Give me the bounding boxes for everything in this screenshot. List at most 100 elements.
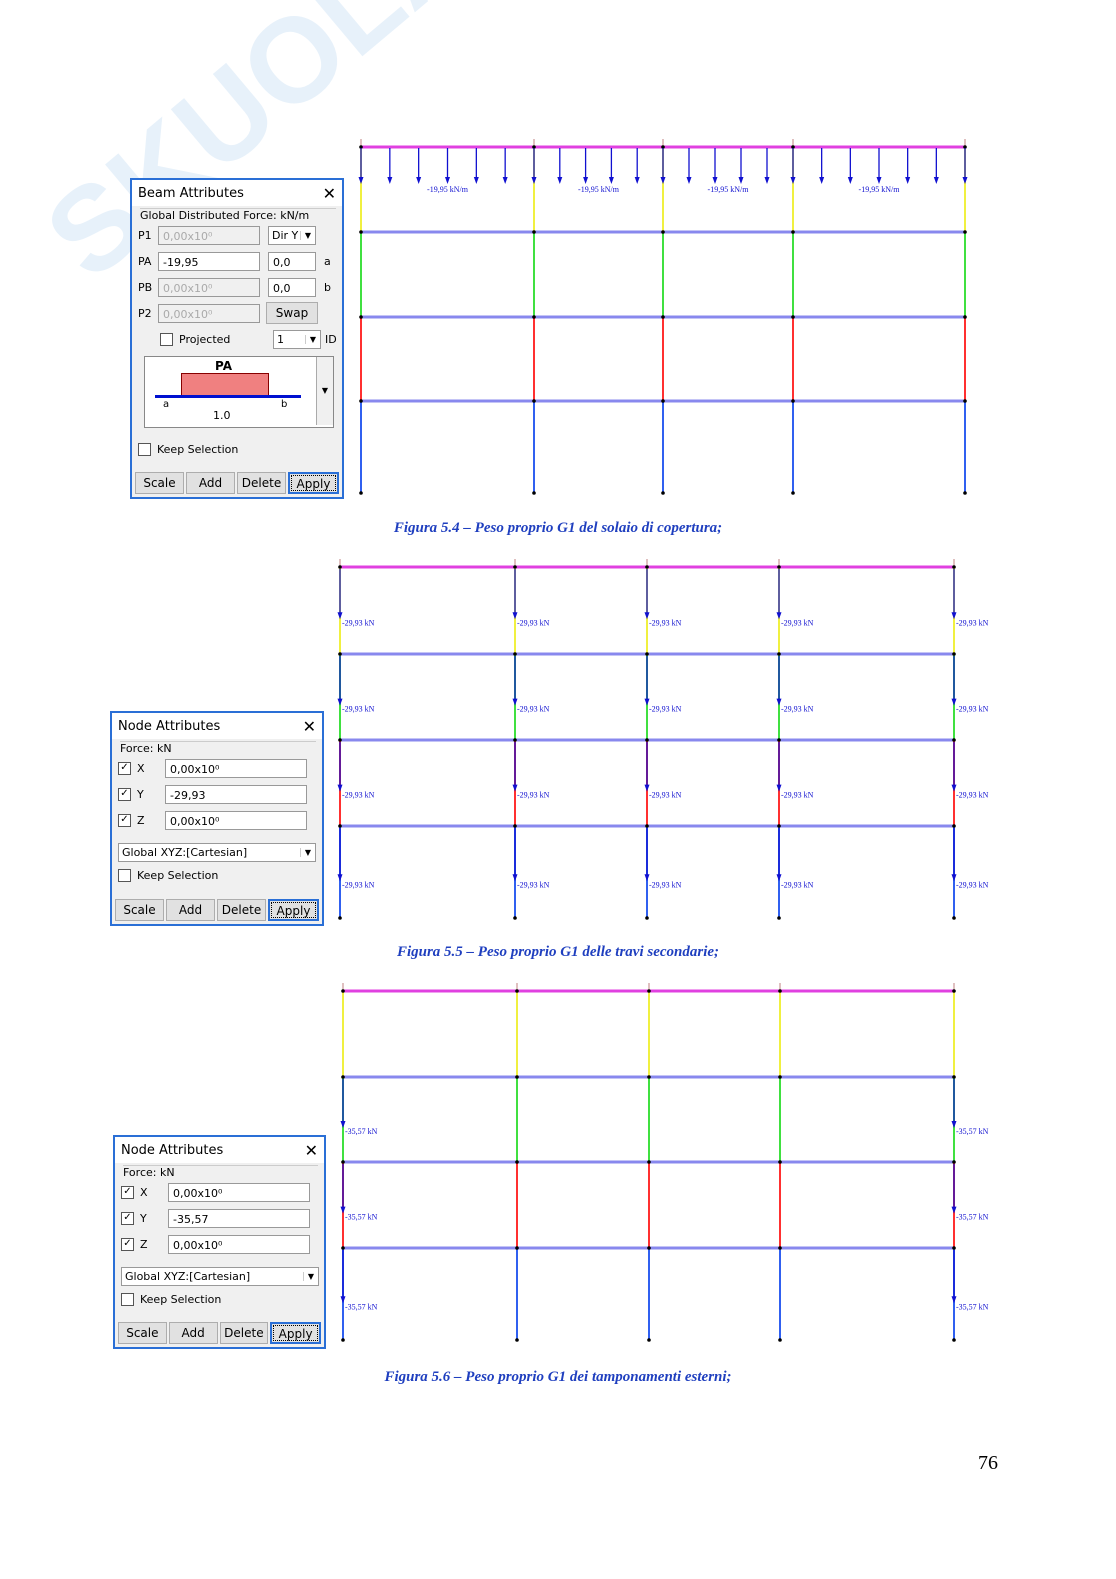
swap-button[interactable]: Swap (266, 302, 318, 324)
x-field[interactable]: 0,00x10⁰ (165, 758, 307, 778)
pb-label: PB (138, 280, 153, 294)
delete-button[interactable]: Delete (237, 472, 286, 494)
y-checkbox[interactable]: ✓ (118, 787, 131, 801)
node (661, 145, 665, 149)
pb-field[interactable]: 0,00x10⁰ (158, 277, 260, 297)
apply-button[interactable]: Apply (268, 899, 319, 921)
diagram-b-label: b (281, 399, 288, 410)
id-value: 1 (277, 332, 284, 346)
node (647, 1160, 651, 1164)
node (963, 399, 967, 403)
load-arrow-head (358, 177, 364, 184)
node (777, 824, 781, 828)
load-arrow-head (337, 784, 343, 792)
coordinate-system-value: Global XYZ:[Cartesian] (125, 1269, 251, 1283)
load-label: -29,93 kN (649, 705, 682, 714)
z-field[interactable]: 0,00x10⁰ (165, 810, 307, 830)
node (952, 565, 956, 569)
projected-label: Projected (179, 332, 231, 346)
scale-button[interactable]: Scale (118, 1322, 167, 1344)
y-checkbox[interactable]: ✓ (121, 1211, 134, 1225)
page-number: 76 (978, 1452, 998, 1474)
load-label: -35,57 kN (956, 1303, 989, 1312)
add-button[interactable]: Add (186, 472, 235, 494)
projected-checkbox[interactable] (160, 332, 173, 346)
node (515, 989, 519, 993)
node (952, 1075, 956, 1079)
chevron-down-icon: ▼ (303, 1271, 318, 1281)
diagram-a-label: a (163, 399, 170, 410)
node (647, 1338, 651, 1342)
node (778, 989, 782, 993)
node (661, 399, 665, 403)
close-icon[interactable]: ✕ (302, 716, 316, 736)
delete-button[interactable]: Delete (219, 1322, 269, 1344)
y-field[interactable]: -35,57 (168, 1208, 310, 1228)
keep-selection-checkbox[interactable] (118, 868, 131, 882)
a-field[interactable]: 0,0 (268, 251, 316, 271)
keep-selection-label: Keep Selection (157, 442, 239, 456)
add-button[interactable]: Add (166, 899, 215, 921)
load-label: -29,93 kN (956, 881, 989, 890)
load-label: -29,93 kN (781, 881, 814, 890)
apply-button[interactable]: Apply (288, 472, 339, 494)
z-label: Z (137, 813, 145, 827)
x-checkbox[interactable]: ✓ (118, 761, 131, 775)
group-label: Force: kN (120, 741, 316, 755)
coordinate-system-select[interactable]: Global XYZ:[Cartesian] ▼ (118, 842, 316, 862)
node (515, 1160, 519, 1164)
p2-field[interactable]: 0,00x10⁰ (158, 303, 260, 323)
node (645, 738, 649, 742)
b-field[interactable]: 0,0 (268, 277, 316, 297)
x-label: X (140, 1185, 148, 1199)
y-field[interactable]: -29,93 (165, 784, 307, 804)
b-label: b (324, 280, 331, 294)
direction-select[interactable]: Dir Y ▼ (268, 225, 316, 245)
y-label: Y (140, 1211, 147, 1225)
close-icon[interactable]: ✕ (304, 1140, 318, 1160)
keep-selection-checkbox[interactable] (138, 442, 151, 456)
load-arrow-head (644, 874, 650, 882)
load-arrow-head (776, 784, 782, 792)
node (359, 145, 363, 149)
node (791, 491, 795, 495)
node (515, 1246, 519, 1250)
z-checkbox[interactable]: ✓ (121, 1237, 134, 1251)
load-arrow-head (337, 612, 343, 620)
x-field[interactable]: 0,00x10⁰ (168, 1182, 310, 1202)
coordinate-system-select[interactable]: Global XYZ:[Cartesian] ▼ (121, 1266, 319, 1286)
chevron-down-icon: ▼ (300, 847, 315, 857)
load-arrow-head (644, 612, 650, 620)
group-label: Global Distributed Force: kN/m (140, 208, 336, 222)
load-label: -35,57 kN (345, 1213, 378, 1222)
node (777, 738, 781, 742)
load-block (181, 373, 269, 397)
load-arrow-head (340, 1121, 346, 1128)
keep-selection-checkbox[interactable] (121, 1292, 134, 1306)
z-checkbox[interactable]: ✓ (118, 813, 131, 827)
id-select[interactable]: 1 ▼ (273, 329, 321, 349)
p1-field[interactable]: 0,00x10⁰ (158, 225, 260, 245)
x-checkbox[interactable]: ✓ (121, 1185, 134, 1199)
pa-field[interactable]: -19,95 (158, 251, 260, 271)
close-icon[interactable]: ✕ (322, 183, 336, 203)
load-arrow-head (776, 698, 782, 706)
node (777, 916, 781, 920)
node (778, 1075, 782, 1079)
load-arrow-head (776, 874, 782, 882)
delete-button[interactable]: Delete (217, 899, 266, 921)
load-arrow-head (531, 177, 537, 184)
scale-button[interactable]: Scale (115, 899, 164, 921)
node (647, 989, 651, 993)
chevron-down-icon: ▼ (305, 334, 320, 344)
chevron-down-icon[interactable]: ▼ (316, 357, 333, 425)
node (952, 1338, 956, 1342)
scale-button[interactable]: Scale (135, 472, 184, 494)
z-field[interactable]: 0,00x10⁰ (168, 1234, 310, 1254)
node (661, 491, 665, 495)
load-label: -35,57 kN (345, 1127, 378, 1136)
node (359, 399, 363, 403)
add-button[interactable]: Add (168, 1322, 218, 1344)
apply-button[interactable]: Apply (270, 1322, 321, 1344)
